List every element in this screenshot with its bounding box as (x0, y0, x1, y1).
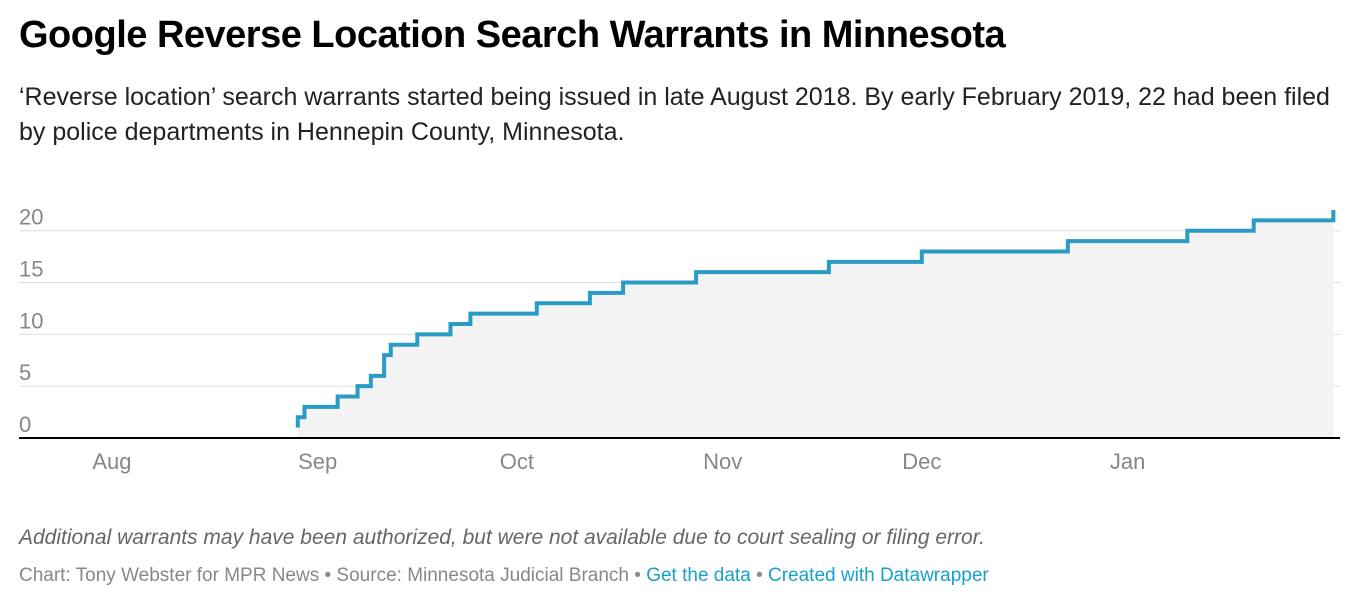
cumulative-step-line (295, 210, 1336, 428)
x-tick-label-jan: Jan (1110, 449, 1145, 474)
chart-byline: Chart: Tony Webster for MPR News • Sourc… (19, 565, 989, 587)
byline-separator: • (756, 565, 763, 586)
x-tick-label-dec: Dec (902, 449, 941, 474)
y-axis-tick-labels: 0 5 10 15 20 (19, 205, 43, 437)
x-tick-label-sep: Sep (298, 449, 337, 474)
step-area-chart: 0 5 10 15 20 Aug Sep Oct Nov Dec Jan (19, 205, 1340, 474)
get-the-data-link[interactable]: Get the data (646, 565, 751, 586)
chart-notes: Additional warrants may have been author… (19, 526, 985, 549)
y-tick-label: 0 (19, 412, 31, 437)
chart-subtitle: ‘Reverse location’ search warrants start… (19, 83, 1330, 146)
chart-title: Google Reverse Location Search Warrants … (19, 14, 1006, 56)
x-tick-label-oct: Oct (500, 449, 534, 474)
y-tick-label: 20 (19, 205, 43, 230)
y-tick-label: 5 (19, 360, 31, 385)
y-tick-label: 10 (19, 308, 43, 333)
y-tick-label: 15 (19, 257, 43, 282)
x-tick-label-nov: Nov (703, 449, 742, 474)
created-with-datawrapper-link[interactable]: Created with Datawrapper (768, 565, 989, 586)
x-tick-label-aug: Aug (92, 449, 131, 474)
cumulative-area-fill (297, 210, 1334, 438)
source-credit: Chart: Tony Webster for MPR News • Sourc… (19, 565, 641, 586)
x-axis-tick-labels: Aug Sep Oct Nov Dec Jan (92, 449, 1145, 474)
